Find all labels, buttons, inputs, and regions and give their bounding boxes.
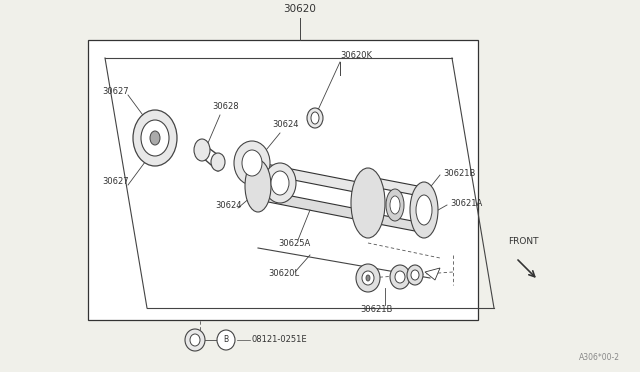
Ellipse shape [185,329,205,351]
Ellipse shape [411,270,419,280]
Text: 30627: 30627 [102,87,129,96]
Text: 30620K: 30620K [340,51,372,60]
Ellipse shape [390,196,400,214]
Text: 08121-0251E: 08121-0251E [252,336,308,344]
Text: 30624: 30624 [272,120,298,129]
Ellipse shape [234,141,270,185]
Text: 30620: 30620 [284,4,316,14]
Ellipse shape [357,181,383,233]
Text: A306*00-2: A306*00-2 [579,353,620,362]
Ellipse shape [150,131,160,145]
Ellipse shape [141,120,169,156]
Text: 30625A: 30625A [278,238,310,247]
Polygon shape [258,164,378,195]
Ellipse shape [390,265,410,289]
Ellipse shape [264,163,296,203]
Text: 30628: 30628 [212,102,239,111]
Text: 30627: 30627 [102,177,129,186]
Ellipse shape [407,265,423,285]
Ellipse shape [211,153,225,171]
Polygon shape [425,268,440,280]
Polygon shape [368,178,428,196]
Ellipse shape [410,182,438,238]
Text: 30620L: 30620L [268,269,299,279]
Ellipse shape [133,110,177,166]
Polygon shape [258,191,378,222]
Ellipse shape [356,264,380,292]
Ellipse shape [194,139,210,161]
Text: B: B [223,336,228,344]
Text: 30621A: 30621A [450,199,483,208]
Text: 30621B: 30621B [360,305,392,314]
Bar [88,40,478,320]
Ellipse shape [242,150,262,176]
Ellipse shape [386,189,404,221]
Ellipse shape [190,334,200,346]
Ellipse shape [366,275,370,281]
Text: 30621B: 30621B [443,169,476,177]
Ellipse shape [416,195,432,225]
Ellipse shape [351,168,385,238]
Ellipse shape [311,112,319,124]
Ellipse shape [362,271,374,285]
Ellipse shape [271,171,289,195]
Polygon shape [368,214,428,232]
Ellipse shape [217,330,235,350]
Ellipse shape [395,271,405,283]
Text: FRONT: FRONT [508,237,538,246]
Text: 30624: 30624 [215,201,241,209]
Ellipse shape [245,160,271,212]
Ellipse shape [307,108,323,128]
